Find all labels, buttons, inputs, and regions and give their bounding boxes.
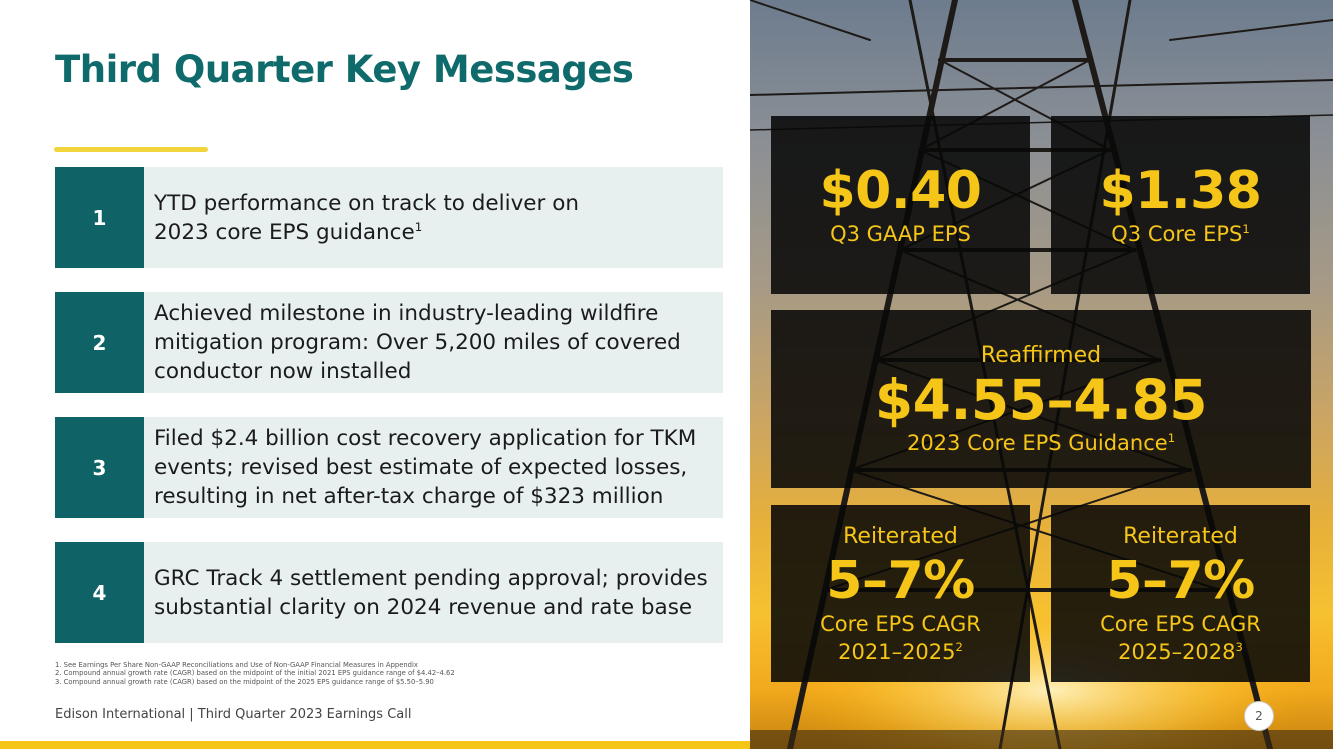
key-message-2: 2 Achieved milestone in industry-leading… xyxy=(55,292,723,393)
message-line: 2023 core EPS guidance xyxy=(154,219,415,245)
stat-value: 5–7% xyxy=(1106,550,1255,611)
stat-value: 5–7% xyxy=(826,550,975,611)
stat-prefix: Reiterated xyxy=(1123,523,1238,549)
footnote: 1. See Earnings Per Share Non-GAAP Recon… xyxy=(55,661,418,669)
stat-q3-gaap-eps: $0.40 Q3 GAAP EPS xyxy=(771,116,1030,294)
bottom-accent-bar xyxy=(0,741,750,749)
message-line: YTD performance on track to deliver on xyxy=(154,190,579,216)
stat-label-text: Q3 Core EPS xyxy=(1111,222,1243,246)
message-text: Filed $2.4 billion cost recovery applica… xyxy=(144,424,696,511)
stat-label: 2023 Core EPS Guidance1 xyxy=(907,429,1175,457)
stat-label: Q3 GAAP EPS xyxy=(830,222,971,246)
stat-value: $1.38 xyxy=(1099,161,1262,221)
stat-cagr-2025-2028: Reiterated 5–7% Core EPS CAGR 2025–20283 xyxy=(1051,505,1310,682)
stat-q3-core-eps: $1.38 Q3 Core EPS1 xyxy=(1051,116,1310,294)
stat-prefix: Reaffirmed xyxy=(980,343,1102,368)
message-line: GRC Track 4 settlement pending approval;… xyxy=(154,565,708,591)
footnote-ref: 1 xyxy=(1242,222,1250,236)
stat-cagr-2021-2025: Reiterated 5–7% Core EPS CAGR 2021–20252 xyxy=(771,505,1030,682)
key-message-3: 3 Filed $2.4 billion cost recovery appli… xyxy=(55,417,723,518)
message-number: 2 xyxy=(55,292,144,393)
slide-title: Third Quarter Key Messages xyxy=(55,48,634,91)
message-text: Achieved milestone in industry-leading w… xyxy=(144,299,681,386)
message-line: conductor now installed xyxy=(154,359,412,384)
stat-eps-guidance: Reaffirmed $4.55–4.85 2023 Core EPS Guid… xyxy=(771,310,1311,488)
stat-period-text: 2025–2028 xyxy=(1118,639,1236,664)
footnote-ref: 1 xyxy=(414,219,423,234)
stat-label: Core EPS CAGR xyxy=(1100,611,1261,636)
message-line: mitigation program: Over 5,200 miles of … xyxy=(154,330,681,355)
stat-value: $4.55–4.85 xyxy=(874,368,1208,432)
footer-text: Edison International | Third Quarter 202… xyxy=(55,707,412,722)
key-message-4: 4 GRC Track 4 settlement pending approva… xyxy=(55,542,723,643)
footnote-ref: 1 xyxy=(1167,431,1176,445)
message-number: 1 xyxy=(55,167,144,268)
message-number: 3 xyxy=(55,417,144,518)
title-underline xyxy=(54,147,208,152)
stat-period-text: 2021–2025 xyxy=(838,639,956,664)
footnotes: 1. See Earnings Per Share Non-GAAP Recon… xyxy=(55,661,455,686)
stat-prefix: Reiterated xyxy=(843,523,958,549)
message-line: substantial clarity on 2024 revenue and … xyxy=(154,594,693,620)
message-text: GRC Track 4 settlement pending approval;… xyxy=(144,564,708,622)
stat-label: Q3 Core EPS1 xyxy=(1111,220,1249,248)
message-text: YTD performance on track to deliver on 2… xyxy=(144,189,579,247)
message-number: 4 xyxy=(55,542,144,643)
message-line: events; revised best estimate of expecte… xyxy=(154,455,688,480)
message-line: Filed $2.4 billion cost recovery applica… xyxy=(154,426,697,451)
footnote-ref: 3 xyxy=(1235,639,1243,654)
stat-label: Core EPS CAGR xyxy=(820,611,981,636)
page-number: 2 xyxy=(1244,701,1274,731)
message-line: resulting in net after-tax charge of $32… xyxy=(154,484,664,509)
stat-label-text: 2023 Core EPS Guidance xyxy=(906,431,1168,455)
stat-value: $0.40 xyxy=(819,161,982,221)
stat-period: 2025–20283 xyxy=(1118,638,1243,666)
footnote: 3. Compound annual growth rate (CAGR) ba… xyxy=(55,677,434,686)
stat-period: 2021–20252 xyxy=(838,638,963,666)
message-line: Achieved milestone in industry-leading w… xyxy=(154,301,659,326)
footnote-ref: 2 xyxy=(955,639,963,654)
footnote: 2. Compound annual growth rate (CAGR) ba… xyxy=(55,669,455,678)
key-message-1: 1 YTD performance on track to deliver on… xyxy=(55,167,723,268)
